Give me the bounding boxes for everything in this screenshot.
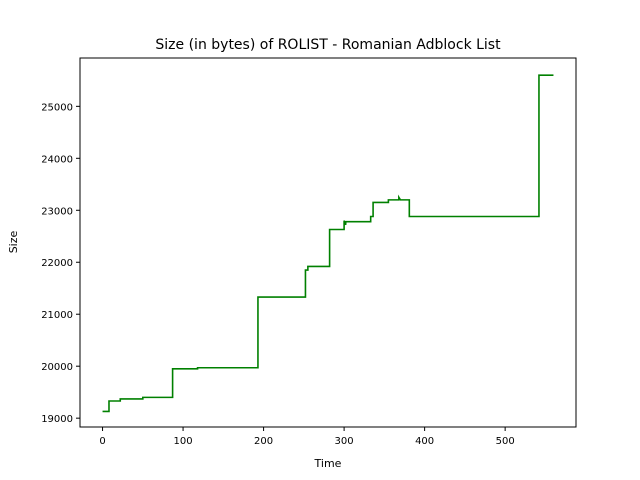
x-tick-label: 300 [335,436,354,447]
x-tick-label: 200 [254,436,273,447]
x-axis-label: Time [314,457,342,470]
y-tick-label: 23000 [41,206,73,217]
y-tick-label: 19000 [41,414,73,425]
series-line-0 [102,74,554,413]
y-tick-label: 24000 [41,154,73,165]
y-axis-label: Size [7,230,20,253]
y-tick-label: 25000 [41,102,73,113]
x-tick-label: 400 [415,436,434,447]
plot-area: 0 100 200 300 400 500 19000 20000 21000 22000 2300… [41,57,577,447]
chart-title: Size (in bytes) of ROLIST - Romanian Adb… [155,37,501,53]
x-tick-label: 500 [496,436,515,447]
y-tick-label: 21000 [41,310,73,321]
x-tick-label: 100 [174,436,193,447]
y-tick-label: 22000 [41,258,73,269]
x-tick-label: 0 [99,436,105,447]
y-tick-label: 20000 [41,362,73,373]
axes-frame [79,57,577,428]
